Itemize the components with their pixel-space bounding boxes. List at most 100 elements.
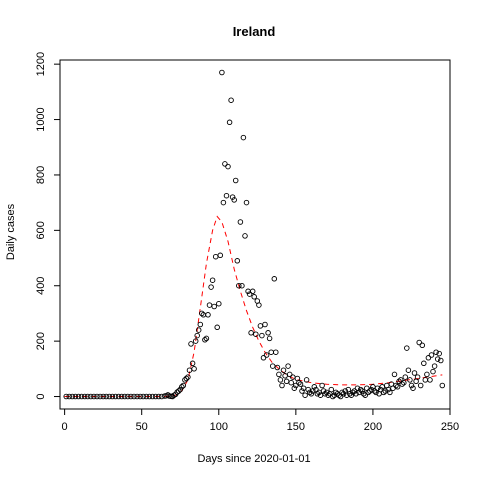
data-point [330, 393, 336, 400]
data-point [84, 393, 91, 400]
y-axis: 0 200 400 600 800 1000 1200 [35, 52, 60, 400]
data-point [229, 194, 236, 200]
data-point [276, 371, 282, 378]
data-point [165, 392, 171, 398]
data-point [394, 384, 401, 390]
data-point [231, 197, 237, 203]
data-point [103, 393, 109, 400]
data-point [387, 389, 393, 396]
data-point [222, 161, 228, 167]
data-points-layer [63, 69, 446, 400]
data-point [408, 382, 415, 389]
data-point [175, 388, 182, 394]
data-point [391, 371, 398, 378]
data-point [320, 388, 327, 394]
data-point [274, 364, 281, 371]
fit-line [64, 215, 443, 397]
data-point [340, 391, 347, 397]
data-point [125, 393, 131, 400]
data-point [152, 393, 159, 400]
data-point [239, 282, 245, 289]
data-point [194, 332, 200, 339]
plot-frame [59, 59, 451, 410]
data-point [416, 339, 422, 346]
x-axis: 0 50 100 150 200 250 [62, 409, 459, 433]
data-point [195, 327, 202, 333]
y-tick-label: 0 [35, 393, 47, 399]
data-point [323, 389, 330, 396]
data-point [371, 388, 378, 394]
x-tick-label: 100 [210, 421, 228, 433]
data-point [401, 379, 407, 386]
data-point [268, 349, 274, 355]
data-point [199, 310, 205, 317]
x-tick-label: 50 [136, 421, 148, 433]
data-point [109, 393, 116, 400]
data-point [333, 389, 339, 396]
y-tick-label: 1000 [35, 107, 47, 131]
data-point [72, 393, 79, 400]
fit-line-layer [64, 215, 443, 397]
data-point [306, 389, 313, 396]
data-point [236, 282, 242, 289]
data-point [293, 382, 299, 389]
data-point [357, 386, 364, 393]
data-point [339, 389, 345, 396]
data-point [421, 360, 427, 367]
data-point [212, 253, 219, 260]
data-point [97, 393, 103, 400]
data-point [118, 393, 125, 400]
data-point [121, 393, 128, 400]
data-point [308, 391, 315, 397]
data-point [271, 276, 278, 282]
data-point [202, 337, 208, 343]
data-point [427, 377, 433, 383]
data-point [228, 97, 234, 103]
data-point [428, 352, 435, 358]
data-point [436, 350, 442, 357]
data-point [351, 388, 358, 394]
chart-title: Ireland [233, 24, 276, 39]
data-point [260, 355, 267, 361]
y-tick-label: 600 [35, 221, 47, 239]
data-point [434, 356, 441, 362]
data-point [185, 374, 191, 380]
data-point [380, 389, 387, 396]
data-point [280, 367, 287, 373]
data-point [422, 377, 429, 383]
data-point [256, 302, 262, 308]
data-point [94, 393, 100, 400]
data-point [396, 378, 402, 385]
data-point [88, 393, 94, 400]
data-point [425, 355, 432, 361]
data-point [63, 393, 69, 400]
data-point [263, 352, 270, 358]
data-point [211, 303, 217, 310]
data-point [302, 392, 308, 398]
data-point [314, 391, 321, 397]
data-point [350, 389, 356, 396]
data-point [225, 163, 231, 170]
data-point [197, 321, 204, 328]
data-point [283, 378, 290, 385]
data-point [359, 388, 365, 394]
data-point [265, 330, 271, 336]
data-point [257, 323, 264, 329]
y-tick-label: 1200 [35, 52, 47, 76]
y-tick-label: 400 [35, 277, 47, 295]
data-point [417, 382, 424, 389]
data-point [208, 284, 214, 290]
data-point [223, 192, 230, 199]
data-point [299, 388, 305, 394]
data-point [249, 288, 256, 295]
data-point [399, 381, 405, 387]
data-point [251, 294, 257, 300]
data-point [216, 300, 222, 307]
data-point [439, 382, 446, 389]
data-point [131, 393, 137, 400]
data-point [189, 360, 196, 367]
data-point [259, 332, 265, 339]
data-point [232, 177, 239, 184]
data-point [279, 382, 285, 389]
